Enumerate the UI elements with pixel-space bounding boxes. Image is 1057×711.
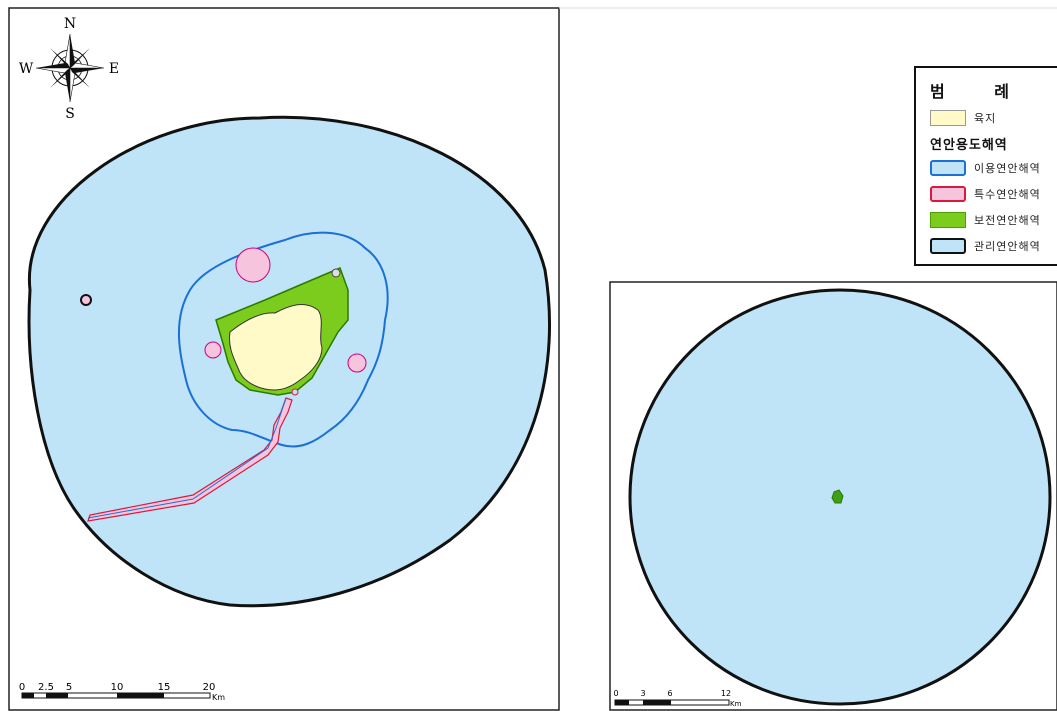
legend-label: 육지 [974,112,997,125]
scale-tick: 0 [19,682,25,693]
inset-island[interactable] [831,489,844,504]
legend-item-land: 육지 [930,108,996,128]
compass-rose: N S E W [19,16,119,122]
legend-item-management-zone: 관리연안해역 [930,236,1041,256]
inset-scale-tick: 6 [667,689,672,698]
legend-label: 이용연안해역 [974,162,1041,175]
scale-tick: 2.5 [38,682,54,693]
inset-scale-tick: 12 [721,689,731,698]
legend-label: 관리연안해역 [974,240,1041,253]
legend-label: 보전연안해역 [974,214,1041,227]
legend: 범 례 육지 연안용도해역 이용연안해역 특수연안해역 보전연안해역 관리연안해… [914,66,1057,266]
compass-east: E [109,61,119,77]
scale-tick: 20 [203,682,216,693]
legend-label: 특수연안해역 [974,188,1041,201]
land-swatch [930,110,966,126]
scale-unit: Km [212,693,225,702]
compass-north: N [64,16,76,32]
special-zone-circle[interactable] [235,247,271,283]
compass-south: S [65,106,75,122]
inset-scale-tick: 0 [613,689,618,698]
main-scale-bar: 0 2.5 5 10 15 20 Km [19,682,225,702]
special-zone-circle[interactable] [347,353,367,373]
inset-scale-tick: 3 [640,689,645,698]
special-zone-swatch [930,186,966,202]
compass-west: W [19,61,34,77]
special-zone-circle[interactable] [80,294,92,306]
special-zone-circle[interactable] [204,341,222,359]
legend-group-title: 연안용도해역 [930,138,1008,153]
land-island[interactable] [229,303,323,391]
inset-scale-bar: 0 3 6 12 Km [613,689,741,708]
legend-item-use-zone: 이용연안해역 [930,158,1041,178]
scale-tick: 10 [111,682,124,693]
management-zone-swatch [930,238,966,254]
scale-tick: 15 [158,682,171,693]
inset-scale-unit: Km [730,700,742,708]
conservation-zone-swatch [930,212,966,228]
legend-title: 범 례 [930,82,1032,101]
scale-tick: 5 [66,682,72,693]
use-zone-swatch [930,160,966,176]
legend-item-special-zone: 특수연안해역 [930,184,1041,204]
legend-item-conservation-zone: 보전연안해역 [930,210,1041,230]
